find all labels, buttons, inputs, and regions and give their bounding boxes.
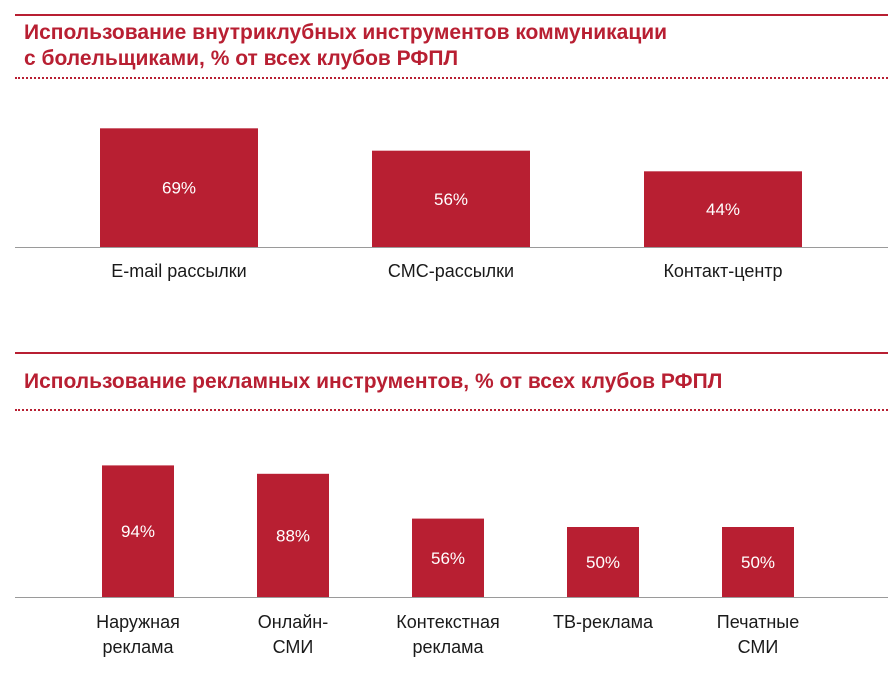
chart2-category-label-3-line1: Контекстная [396, 612, 500, 632]
chart1-category-label-3: Контакт-центр [663, 261, 782, 281]
chart2-bar-5 [722, 527, 794, 597]
section1-top-rule [15, 14, 888, 16]
section2-top-rule [15, 352, 888, 354]
chart2-value-label-1: 94% [121, 522, 155, 541]
chart1-bar-1 [100, 128, 258, 247]
chart2-category-label-1-line1: Наружная [96, 612, 180, 632]
chart2-category-label-2-line1: Онлайн- [258, 612, 328, 632]
chart1-value-label-1: 69% [162, 179, 196, 198]
chart1-value-label-2: 56% [434, 190, 468, 209]
chart2: 94% Наружная реклама 88% Онлайн- СМИ 56% Контек… [15, 465, 888, 657]
chart1: 69% E-mail рассылки 56% СМС-рассылки 44% Конт… [15, 128, 888, 281]
chart1-value-label-3: 44% [706, 200, 740, 219]
section1-dotted-rule [15, 77, 888, 79]
chart1-bar-3 [644, 171, 802, 247]
chart2-value-label-4: 50% [586, 553, 620, 572]
chart2-category-label-1-line2: реклама [103, 637, 175, 657]
chart1-title-line1: Использование внутриклубных инструментов… [24, 21, 668, 44]
chart2-value-label-3: 56% [431, 549, 465, 568]
chart2-value-label-5: 50% [741, 553, 775, 572]
chart2-bar-1 [102, 465, 174, 597]
chart2-title-line1: Использование рекламных инструментов, % … [24, 370, 723, 393]
chart1-title-line2: с болельщиками, % от всех клубов РФПЛ [24, 47, 459, 70]
chart2-category-label-4: ТВ-реклама [553, 612, 654, 632]
chart1-bar-2 [372, 150, 530, 247]
chart2-bar-3 [412, 518, 484, 597]
chart1-title: Использование внутриклубных инструментов… [24, 20, 884, 72]
section2-dotted-rule [15, 409, 888, 411]
chart2-category-label-2-line2: СМИ [273, 637, 314, 657]
chart2-value-label-2: 88% [276, 526, 310, 545]
chart1-category-label-1: E-mail рассылки [111, 261, 246, 281]
chart2-bar-2 [257, 473, 329, 597]
chart2-title: Использование рекламных инструментов, % … [24, 369, 884, 395]
chart2-category-label-5-line1: Печатные [717, 612, 799, 632]
chart1-category-label-2: СМС-рассылки [388, 261, 514, 281]
chart2-bar-4 [567, 527, 639, 597]
chart2-category-label-3-line2: реклама [413, 637, 485, 657]
chart2-category-label-5-line2: СМИ [738, 637, 779, 657]
